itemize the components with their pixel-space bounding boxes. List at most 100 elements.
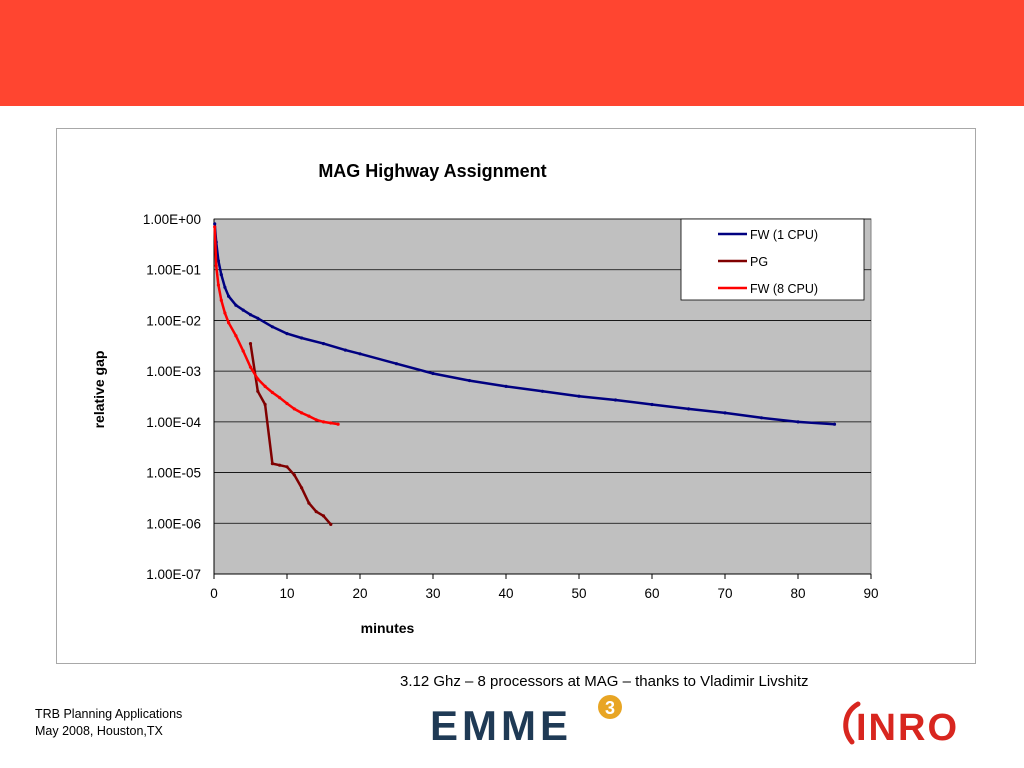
y-tick-label: 1.00E-05 — [146, 466, 201, 481]
data-point — [540, 389, 545, 393]
data-point — [216, 283, 220, 287]
x-tick-label: 30 — [425, 586, 440, 601]
data-point — [300, 336, 304, 340]
data-point — [307, 414, 311, 418]
x-tick-label: 80 — [790, 586, 805, 601]
inro-logo-text: INRO — [856, 707, 959, 746]
data-point — [336, 422, 340, 426]
chart-title: MAG Highway Assignment — [318, 161, 546, 181]
data-point — [321, 420, 326, 424]
data-point — [270, 390, 274, 395]
emme-logo-text: EMME — [430, 702, 572, 748]
top-banner — [0, 0, 1024, 106]
legend-box — [680, 218, 865, 301]
data-point — [613, 398, 618, 402]
chart-svg: MAG Highway Assignment 1.00E+00 1.00E-01 1.… — [91, 161, 879, 636]
data-point — [307, 501, 311, 505]
data-point — [234, 334, 238, 338]
x-tick-label: 90 — [863, 586, 878, 601]
data-point — [300, 486, 304, 490]
data-point — [504, 384, 508, 388]
data-point — [227, 294, 231, 298]
data-point — [270, 325, 274, 329]
data-point — [796, 420, 800, 424]
x-tick-label: 20 — [352, 586, 367, 601]
data-point — [723, 411, 727, 415]
inro-logo: INRO — [843, 701, 959, 746]
data-point — [292, 473, 296, 477]
data-point — [358, 352, 362, 356]
data-point — [214, 264, 218, 268]
data-point — [285, 465, 289, 469]
data-point — [219, 273, 223, 277]
data-point — [248, 342, 253, 346]
data-point — [285, 332, 289, 336]
y-tick-label: 1.00E-01 — [146, 263, 201, 278]
footer-conference: TRB Planning Applications — [35, 707, 183, 721]
y-tick-label: 1.00E-07 — [146, 567, 201, 582]
data-point — [263, 384, 267, 388]
data-point — [213, 225, 217, 229]
data-point — [285, 401, 289, 406]
y-tick-label: 1.00E-04 — [146, 415, 201, 430]
y-tick-label: 1.00E-06 — [146, 516, 201, 531]
data-point — [216, 259, 220, 263]
data-point — [759, 416, 764, 420]
data-point — [292, 407, 296, 411]
series-2 — [213, 225, 340, 426]
data-point — [314, 418, 318, 422]
x-tick-label: 10 — [279, 586, 294, 601]
y-tick-label: 1.00E-03 — [146, 364, 201, 379]
data-point — [278, 463, 282, 467]
series-0 — [213, 222, 837, 426]
data-point — [270, 462, 274, 466]
data-point — [241, 349, 245, 353]
data-point — [329, 421, 333, 425]
data-point — [223, 285, 227, 289]
data-point — [431, 371, 435, 376]
chart-frame: MAG Highway Assignment 1.00E+00 1.00E-01 1.… — [56, 128, 976, 664]
data-point — [343, 348, 347, 352]
data-point — [467, 379, 472, 383]
x-tick-label: 70 — [717, 586, 732, 601]
x-tick-label: 60 — [644, 586, 659, 601]
footer-text: TRB Planning Applications May 2008, Hous… — [35, 706, 182, 740]
data-point — [577, 394, 581, 398]
emme-badge — [598, 695, 622, 719]
slide-caption: 3.12 Ghz – 8 processors at MAG – thanks … — [400, 673, 809, 690]
x-tick-label: 50 — [571, 586, 586, 601]
footer-date-location: May 2008, Houston,TX — [35, 724, 163, 738]
y-tick-label: 1.00E+00 — [143, 212, 201, 227]
data-point — [256, 377, 260, 381]
data-point — [650, 402, 654, 407]
x-axis-title: minutes — [361, 620, 415, 636]
y-axis-title: relative gap — [91, 351, 107, 429]
x-tick-label: 0 — [210, 586, 218, 601]
legend-label: FW (8 CPU) — [750, 282, 818, 296]
data-point — [234, 303, 238, 307]
data-point — [213, 222, 217, 226]
data-point — [300, 411, 304, 415]
legend-label: FW (1 CPU) — [750, 228, 818, 242]
data-point — [248, 365, 253, 369]
data-point — [278, 396, 282, 400]
data-point — [321, 342, 326, 346]
data-point — [329, 522, 333, 526]
data-point — [394, 362, 399, 366]
x-tick-label: 40 — [498, 586, 513, 601]
legend-label: PG — [750, 255, 768, 269]
data-point — [321, 514, 326, 518]
data-point — [686, 407, 691, 411]
data-point — [263, 402, 267, 407]
data-point — [219, 298, 223, 302]
y-tick-label: 1.00E-02 — [146, 313, 201, 328]
data-point — [248, 313, 253, 317]
inro-swoosh-icon — [843, 701, 861, 745]
emme-logo: EMME 3 — [430, 695, 622, 748]
data-point — [832, 422, 837, 426]
data-point — [241, 308, 245, 312]
data-point — [256, 389, 260, 393]
data-point — [256, 316, 260, 320]
data-point — [223, 311, 227, 315]
emme-logo-superscript: 3 — [605, 698, 615, 718]
